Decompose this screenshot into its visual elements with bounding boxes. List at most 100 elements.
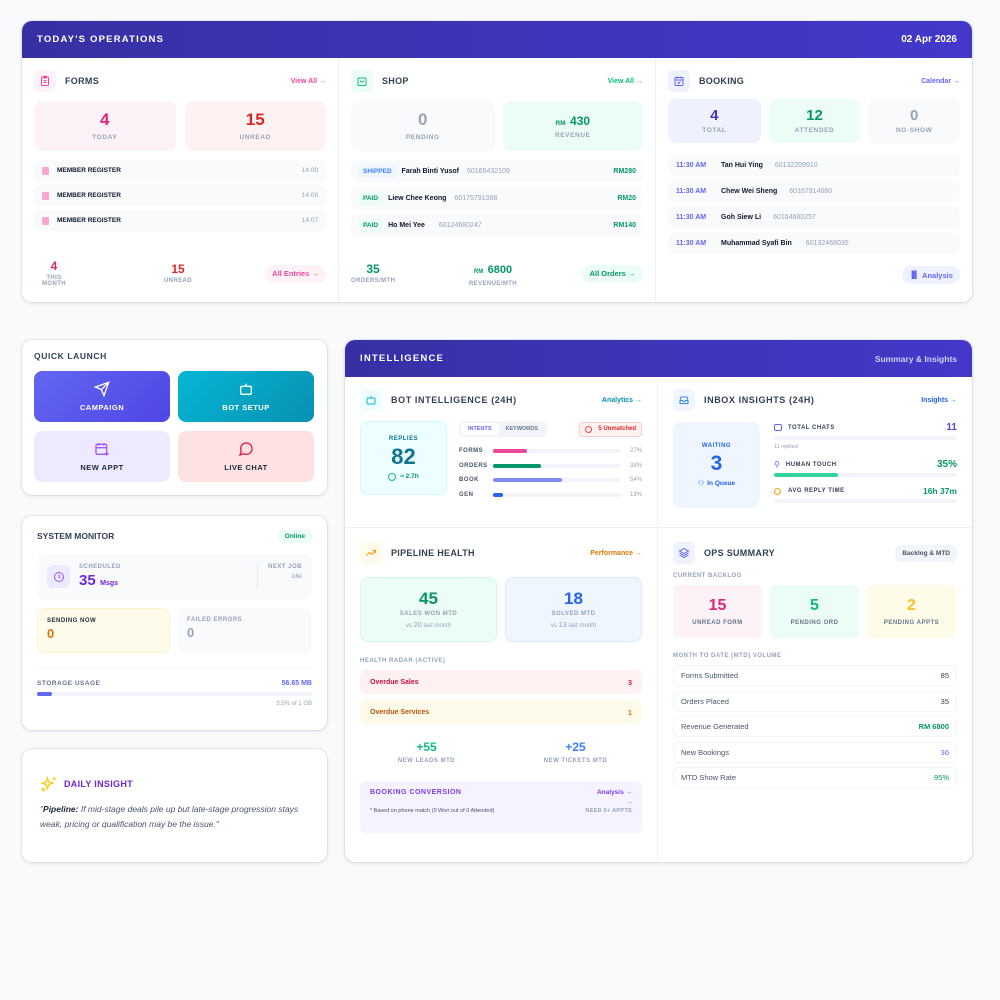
performance-link[interactable]: Performance →	[590, 549, 642, 557]
trending-up-icon	[360, 542, 382, 564]
order-row[interactable]: PAID Liew Chee Keong 60175791368 RM20	[351, 187, 643, 209]
booking-title: BOOKING	[699, 76, 745, 86]
mtd-row: Revenue Generated RM 6800	[673, 716, 957, 737]
analytics-link[interactable]: Analytics →	[601, 396, 642, 404]
order-row[interactable]: PAID Ho Mei Yee 60124680247 RM140	[351, 214, 643, 236]
calendar-check-icon	[668, 70, 690, 92]
waiting-stat: WAITING 3 ⚇ In Queue	[673, 422, 760, 508]
forms-month-unread: 15 UNREAD	[163, 262, 193, 284]
user-icon: ⚲	[774, 460, 780, 469]
unmatched-badge[interactable]: 5 Unmatched	[579, 421, 642, 437]
form-entry-row[interactable]: MEMBER REGISTER 14:09	[34, 160, 326, 181]
form-entry-row[interactable]: MEMBER REGISTER 14:08	[34, 185, 326, 206]
calendar-link[interactable]: Calendar →	[921, 77, 960, 85]
backlog-mtd-badge: Backlog & MTD	[895, 544, 957, 562]
all-entries-button[interactable]: All Entries →	[265, 264, 326, 283]
order-row[interactable]: SHIPPED Farah Binti Yusof 60165432109 RM…	[351, 160, 643, 182]
intelligence-header: INTELLIGENCE Summary & Insights	[345, 340, 972, 377]
appointment-row[interactable]: 11:30 AM Goh Siew Li 60164680257	[668, 207, 960, 228]
intent-bar-book: BOOK 54%	[459, 477, 642, 484]
booking-noshow-stat: 0 NO-SHOW	[868, 99, 961, 143]
shop-title: SHOP	[382, 76, 409, 86]
message-square-icon	[774, 424, 782, 431]
daily-insight-title: DAILY INSIGHT	[64, 779, 133, 789]
sales-won-stat: 45 SALES WON MTD vs 20 last month	[360, 577, 497, 642]
pipeline-health-section: PIPELINE HEALTH Performance → 45 SALES W…	[345, 528, 658, 862]
booking-section: BOOKING Calendar → 4 TOTAL 12 ATTENDED 0…	[656, 58, 972, 302]
conversion-analysis-link[interactable]: Analysis →	[596, 789, 632, 796]
online-status-badge: Online	[277, 529, 312, 543]
inbox-icon	[673, 389, 695, 411]
intelligence-card: INTELLIGENCE Summary & Insights BOT INTE…	[345, 340, 972, 862]
mtd-row: Forms Submitted 85	[673, 665, 957, 686]
clipboard-icon	[34, 70, 56, 92]
bot-intelligence-section: BOT INTELLIGENCE (24H) Analytics → REPLI…	[345, 377, 658, 528]
shop-pending-stat: 0 PENDING	[351, 101, 495, 151]
daily-insight-text: "Pipeline: If mid-stage deals pile up bu…	[40, 804, 299, 829]
all-orders-button[interactable]: All Orders →	[582, 264, 643, 283]
overdue-services-row[interactable]: Overdue Services 1	[360, 700, 642, 724]
bot-setup-button[interactable]: BOT SETUP	[178, 371, 314, 422]
bar-chart-icon: ▐▌	[909, 271, 920, 279]
total-chats-metric: TOTAL CHATS 11	[774, 422, 957, 433]
daily-insight-card: DAILY INSIGHT "Pipeline: If mid-stage de…	[22, 749, 327, 862]
forms-unread-stat: 15 UNREAD	[184, 101, 326, 151]
operations-date: 02 Apr 2026	[901, 34, 957, 45]
users-icon: ⚇	[697, 480, 705, 487]
send-icon	[94, 381, 110, 397]
forms-view-all-link[interactable]: View All →	[290, 77, 326, 85]
storage-value: 56.65 MB	[281, 680, 312, 687]
scheduled-panel: SCHEDULED 35 Msgs NEXT JOB Idle	[37, 554, 312, 599]
booking-conversion-panel: BOOKING CONVERSION Analysis → – * Based …	[360, 781, 642, 833]
intent-bar-orders: ORDERS 38%	[459, 462, 642, 469]
system-monitor-card: SYSTEM MONITOR Online SCHEDULED 35 Msgs …	[22, 516, 327, 730]
shop-orders-month: 35 ORDERS/MTH	[351, 262, 396, 284]
insights-link[interactable]: Insights →	[921, 396, 957, 404]
bot-icon	[360, 389, 382, 411]
bot-icon	[240, 383, 252, 395]
unread-form-stat: 15 UNREAD FORM	[673, 585, 762, 638]
forms-today-stat: 4 TODAY	[34, 101, 176, 151]
form-entry-row[interactable]: MEMBER REGISTER 14:07	[34, 210, 326, 231]
new-leads-stat: +55 NEW LEADS MTD	[397, 740, 456, 764]
timer-icon	[774, 487, 781, 495]
tab-keywords[interactable]: KEYWORDS	[505, 426, 538, 432]
tab-intents[interactable]: INTENTS	[461, 423, 499, 435]
shop-section: SHOP View All → 0 PENDING RM 430 REVENUE…	[339, 58, 656, 302]
layers-icon	[673, 542, 695, 564]
quick-launch-card: QUICK LAUNCH CAMPAIGN BOT SETUP NEW APPT…	[22, 340, 327, 495]
appointment-row[interactable]: 11:30 AM Tan Hui Ying 60132209910	[668, 155, 960, 176]
new-appt-button[interactable]: NEW APPT	[34, 431, 170, 482]
shopping-bag-icon	[351, 70, 373, 92]
appointment-row[interactable]: 11:30 AM Muhammad Syafi Bin 60132468035	[668, 233, 960, 254]
clock-icon	[388, 472, 397, 481]
order-status-badge: PAID	[358, 191, 384, 205]
document-icon	[42, 166, 49, 175]
booking-analysis-button[interactable]: ▐▌ Analysis	[902, 266, 960, 284]
intent-bar-gen: GEN 19%	[459, 491, 642, 498]
forms-title: FORMS	[65, 76, 99, 86]
system-monitor-title: SYSTEM MONITOR	[37, 531, 115, 541]
forms-section: FORMS View All → 4 TODAY 15 UNREAD MEMBE…	[22, 58, 339, 302]
booking-total-stat: 4 TOTAL	[668, 99, 761, 143]
live-chat-button[interactable]: LIVE CHAT	[178, 431, 314, 482]
document-icon	[42, 216, 49, 225]
shop-revenue-stat: RM 430 REVENUE	[502, 101, 643, 151]
overdue-sales-row[interactable]: Overdue Sales 3	[360, 670, 642, 694]
mtd-row: Orders Placed 35	[673, 690, 957, 712]
human-touch-metric: ⚲ HUMAN TOUCH 35%	[774, 459, 957, 470]
document-icon	[42, 191, 49, 200]
order-status-badge: PAID	[358, 218, 384, 232]
sparkles-icon	[40, 775, 56, 792]
replies-stat: REPLIES 82 ≈ 2.7h	[360, 421, 447, 495]
intents-keywords-tabs: INTENTS KEYWORDS	[459, 421, 547, 437]
campaign-button[interactable]: CAMPAIGN	[34, 371, 170, 422]
failed-errors-panel: FAILED ERRORS 0	[178, 608, 311, 653]
inbox-insights-section: INBOX INSIGHTS (24H) Insights → WAITING …	[658, 377, 972, 528]
storage-progress-bar	[37, 692, 312, 696]
appointment-row[interactable]: 11:30 AM Chew Wei Sheng 60167914680	[668, 181, 960, 202]
shop-view-all-link[interactable]: View All →	[607, 77, 643, 85]
operations-title: TODAY'S OPERATIONS	[37, 34, 165, 45]
booking-attended-stat: 12 ATTENDED	[768, 99, 861, 143]
operations-header: TODAY'S OPERATIONS 02 Apr 2026	[22, 21, 972, 58]
